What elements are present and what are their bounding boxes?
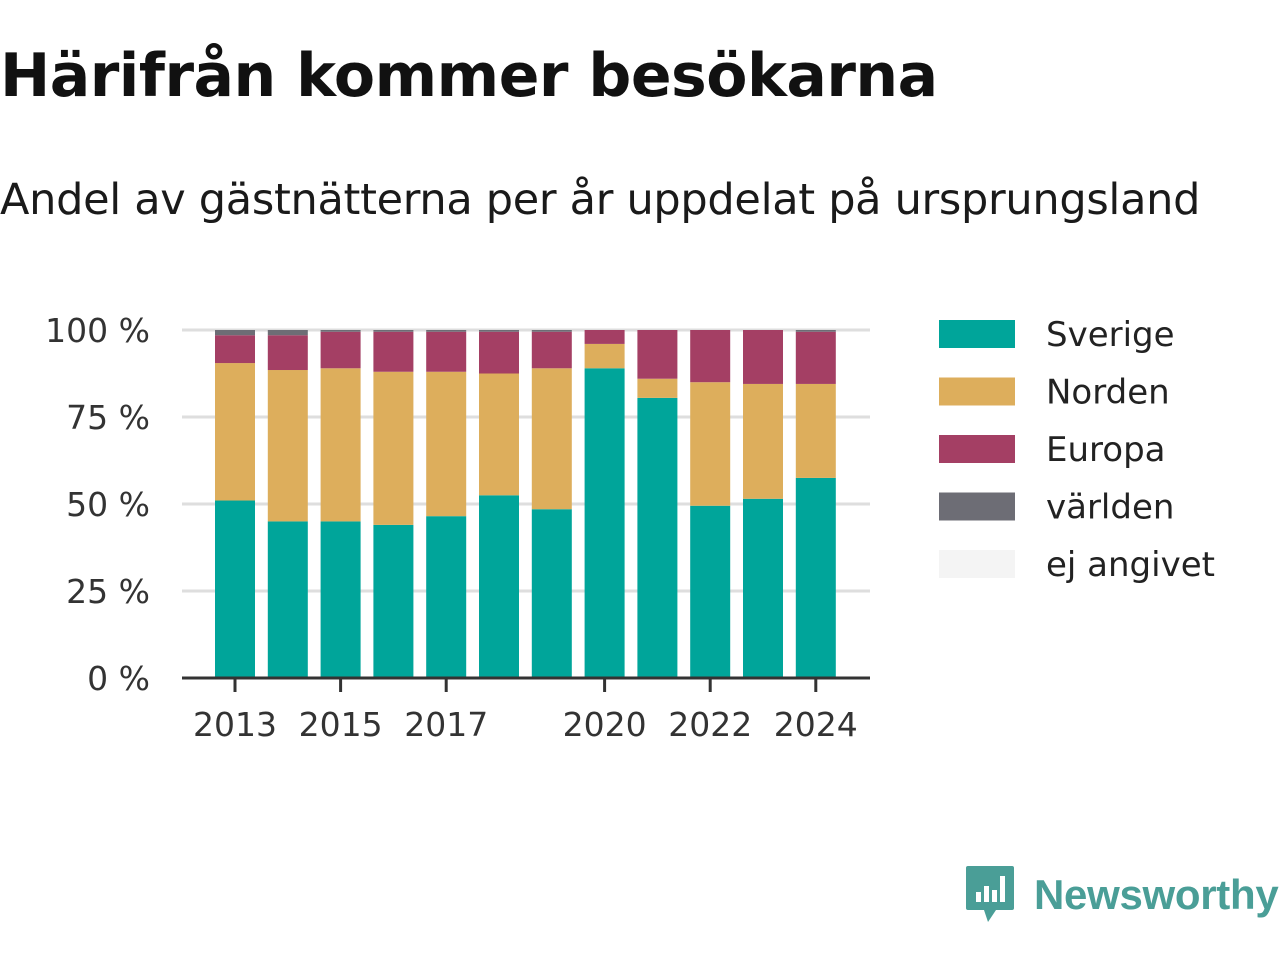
bar-segment xyxy=(373,331,414,372)
bar-segment xyxy=(479,373,519,496)
bar-segment xyxy=(267,521,308,678)
chart-title: Härifrån kommer besökarna xyxy=(0,41,938,111)
y-tick-label: 100 % xyxy=(45,311,150,350)
bar-segment xyxy=(215,500,255,678)
bar-segment xyxy=(743,330,783,384)
bar-segment xyxy=(215,363,255,501)
bar-segment xyxy=(743,383,783,499)
bar-segment xyxy=(215,335,255,364)
y-tick-label: 0 % xyxy=(87,659,150,698)
bar-segment xyxy=(531,368,572,510)
bar-segment xyxy=(267,370,308,522)
bar-segment xyxy=(690,330,731,383)
legend-swatch xyxy=(939,435,1015,463)
legend-swatch xyxy=(939,492,1015,521)
bars xyxy=(215,330,836,678)
newsworthy-logo-icon xyxy=(966,866,1014,922)
bar-segment xyxy=(426,330,467,332)
bar-segment xyxy=(320,331,361,369)
bar-segment xyxy=(531,331,572,369)
bar-segment xyxy=(479,495,519,678)
bar-segment xyxy=(795,477,836,678)
legend-label: världen xyxy=(1046,488,1174,528)
x-tick-label: 2015 xyxy=(299,705,383,744)
bar-segment xyxy=(584,368,625,678)
legend-label: Sverige xyxy=(1046,315,1175,355)
y-tick-label: 75 % xyxy=(66,398,150,437)
bar-segment xyxy=(795,330,836,332)
bar-segment xyxy=(743,498,783,678)
bar-segment xyxy=(637,378,678,398)
bar-segment xyxy=(426,331,467,372)
legend-label: ej angivet xyxy=(1046,545,1215,585)
bar-segment xyxy=(531,330,572,332)
bar-segment xyxy=(479,330,519,332)
bar-segment xyxy=(426,516,467,678)
bar-segment xyxy=(320,330,361,332)
legend-label: Norden xyxy=(1046,373,1170,413)
x-tick-label: 2017 xyxy=(404,705,488,744)
bar-segment xyxy=(795,383,836,478)
legend-label: Europa xyxy=(1046,430,1165,470)
bar-segment xyxy=(531,509,572,678)
bar-segment xyxy=(637,330,678,379)
bar-segment xyxy=(267,330,308,336)
bar-segment xyxy=(373,524,414,678)
bar-segment xyxy=(267,335,308,371)
bar-segment xyxy=(373,371,414,525)
bar-segment xyxy=(479,331,519,374)
bar-segment xyxy=(637,397,678,678)
legend-swatch xyxy=(939,320,1015,348)
bar-segment xyxy=(690,382,731,506)
x-tick-label: 2024 xyxy=(774,705,858,744)
bar-segment xyxy=(795,331,836,384)
brand-name: Newsworthy xyxy=(1034,871,1279,918)
y-tick-label: 25 % xyxy=(66,572,150,611)
axes: 0 % 25 % 50 % 75 % 100 % 2013 2015 2017 2020 2022… xyxy=(45,311,870,744)
legend-swatch xyxy=(939,377,1015,406)
x-tick-label: 2013 xyxy=(193,705,277,744)
newsworthy-logo: Newsworthy xyxy=(964,864,1279,926)
legend-swatch xyxy=(939,550,1015,578)
bar-segment xyxy=(584,343,625,369)
bar-segment xyxy=(320,368,361,522)
chart-subtitle: Andel av gästnätterna per år uppdelat på… xyxy=(0,175,1201,225)
bar-segment xyxy=(320,521,361,678)
bar-segment xyxy=(584,330,625,344)
y-tick-label: 50 % xyxy=(66,485,150,524)
legend: Sverige Norden Europa världen ej angivet xyxy=(939,315,1215,585)
x-tick-label: 2020 xyxy=(563,705,647,744)
bar-segment xyxy=(215,330,255,336)
bar-segment xyxy=(373,330,414,332)
x-tick-label: 2022 xyxy=(668,705,752,744)
bar-segment xyxy=(690,505,731,678)
bar-segment xyxy=(426,371,467,517)
